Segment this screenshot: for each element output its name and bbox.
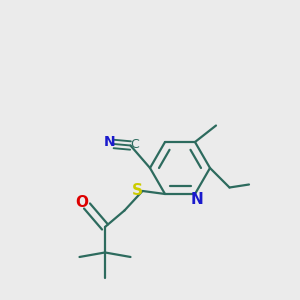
Text: N: N [104,135,115,148]
Text: O: O [75,195,88,210]
Text: N: N [190,192,203,207]
Text: C: C [130,137,139,151]
Text: S: S [132,183,142,198]
